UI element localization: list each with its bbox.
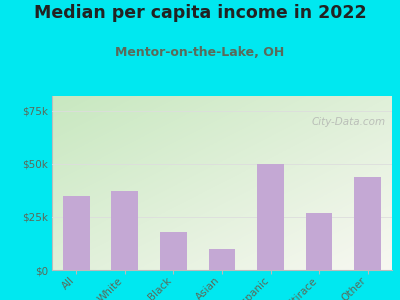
Bar (112, 191, 138, 270)
Bar (209, 249, 235, 270)
Bar (306, 213, 332, 270)
Bar (63, 196, 90, 270)
Bar (354, 177, 381, 270)
Text: Median per capita income in 2022: Median per capita income in 2022 (34, 4, 366, 22)
Bar (160, 232, 187, 270)
Bar (257, 164, 284, 270)
Text: Mentor-on-the-Lake, OH: Mentor-on-the-Lake, OH (115, 46, 285, 59)
Text: City-Data.com: City-Data.com (311, 117, 385, 127)
